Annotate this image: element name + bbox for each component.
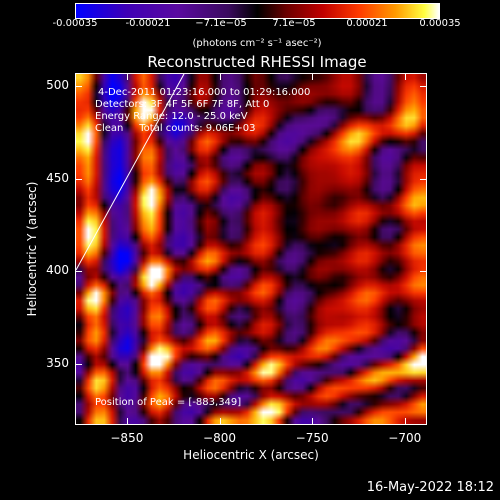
y-tick-mark <box>75 85 82 87</box>
x-tick-mark <box>404 73 406 80</box>
colorbar <box>75 3 440 19</box>
x-tick-mark <box>126 73 128 80</box>
x-tick-mark <box>126 418 128 425</box>
x-axis-label: Heliocentric X (arcsec) <box>183 448 319 462</box>
x-tick-label: −700 <box>388 431 422 445</box>
y-tick-mark <box>420 85 427 87</box>
date-stamp: 16-May-2022 18:12 <box>366 480 494 495</box>
colorbar-tick: -0.00021 <box>125 18 171 29</box>
x-tick-mark <box>219 418 221 425</box>
detectors-annotation: Detectors: 3F 4F 5F 6F 7F 8F, Att 0 <box>95 99 270 110</box>
x-tick-mark <box>219 73 221 80</box>
plot-area: 4-Dec-2011 01:23:16.000 to 01:29:16.000 … <box>75 73 427 425</box>
y-tick-label: 350 <box>46 355 69 370</box>
y-tick-mark <box>75 363 82 365</box>
time-range-annotation: 4-Dec-2011 01:23:16.000 to 01:29:16.000 <box>98 87 311 98</box>
counts-annotation: Clean Total counts: 9.06E+03 <box>95 123 256 134</box>
colorbar-tick: 0.00035 <box>419 18 461 29</box>
x-tick-mark <box>404 418 406 425</box>
chart-title: Reconstructed RHESSI Image <box>147 53 367 71</box>
colorbar-tick: 0.00021 <box>346 18 388 29</box>
x-tick-label: −800 <box>203 431 236 445</box>
colorbar-tick: 7.1e−05 <box>272 18 316 29</box>
y-tick-mark <box>75 178 82 180</box>
y-tick-label: 450 <box>46 170 69 185</box>
x-tick-mark <box>312 73 314 80</box>
colorbar-tick: −7.1e−05 <box>195 18 247 29</box>
y-tick-mark <box>75 271 82 273</box>
x-tick-label: −750 <box>295 431 329 445</box>
limb-line <box>76 74 185 271</box>
x-tick-mark <box>312 418 314 425</box>
peak-position-annotation: Position of Peak = [-883,349] <box>95 397 242 408</box>
colorbar-tick: -0.00035 <box>52 18 98 29</box>
y-tick-label: 400 <box>46 263 69 278</box>
y-tick-mark <box>420 271 427 273</box>
heatmap-image <box>76 74 426 424</box>
y-tick-mark <box>420 178 427 180</box>
y-axis-label: Heliocentric Y (arcsec) <box>25 181 39 317</box>
colorbar-units: (photons cm⁻² s⁻¹ asec⁻²) <box>192 38 322 49</box>
energy-range-annotation: Energy Range: 12.0 - 25.0 keV <box>95 111 248 122</box>
y-tick-mark <box>420 363 427 365</box>
y-tick-label: 500 <box>46 77 69 92</box>
x-tick-label: −850 <box>110 431 144 445</box>
